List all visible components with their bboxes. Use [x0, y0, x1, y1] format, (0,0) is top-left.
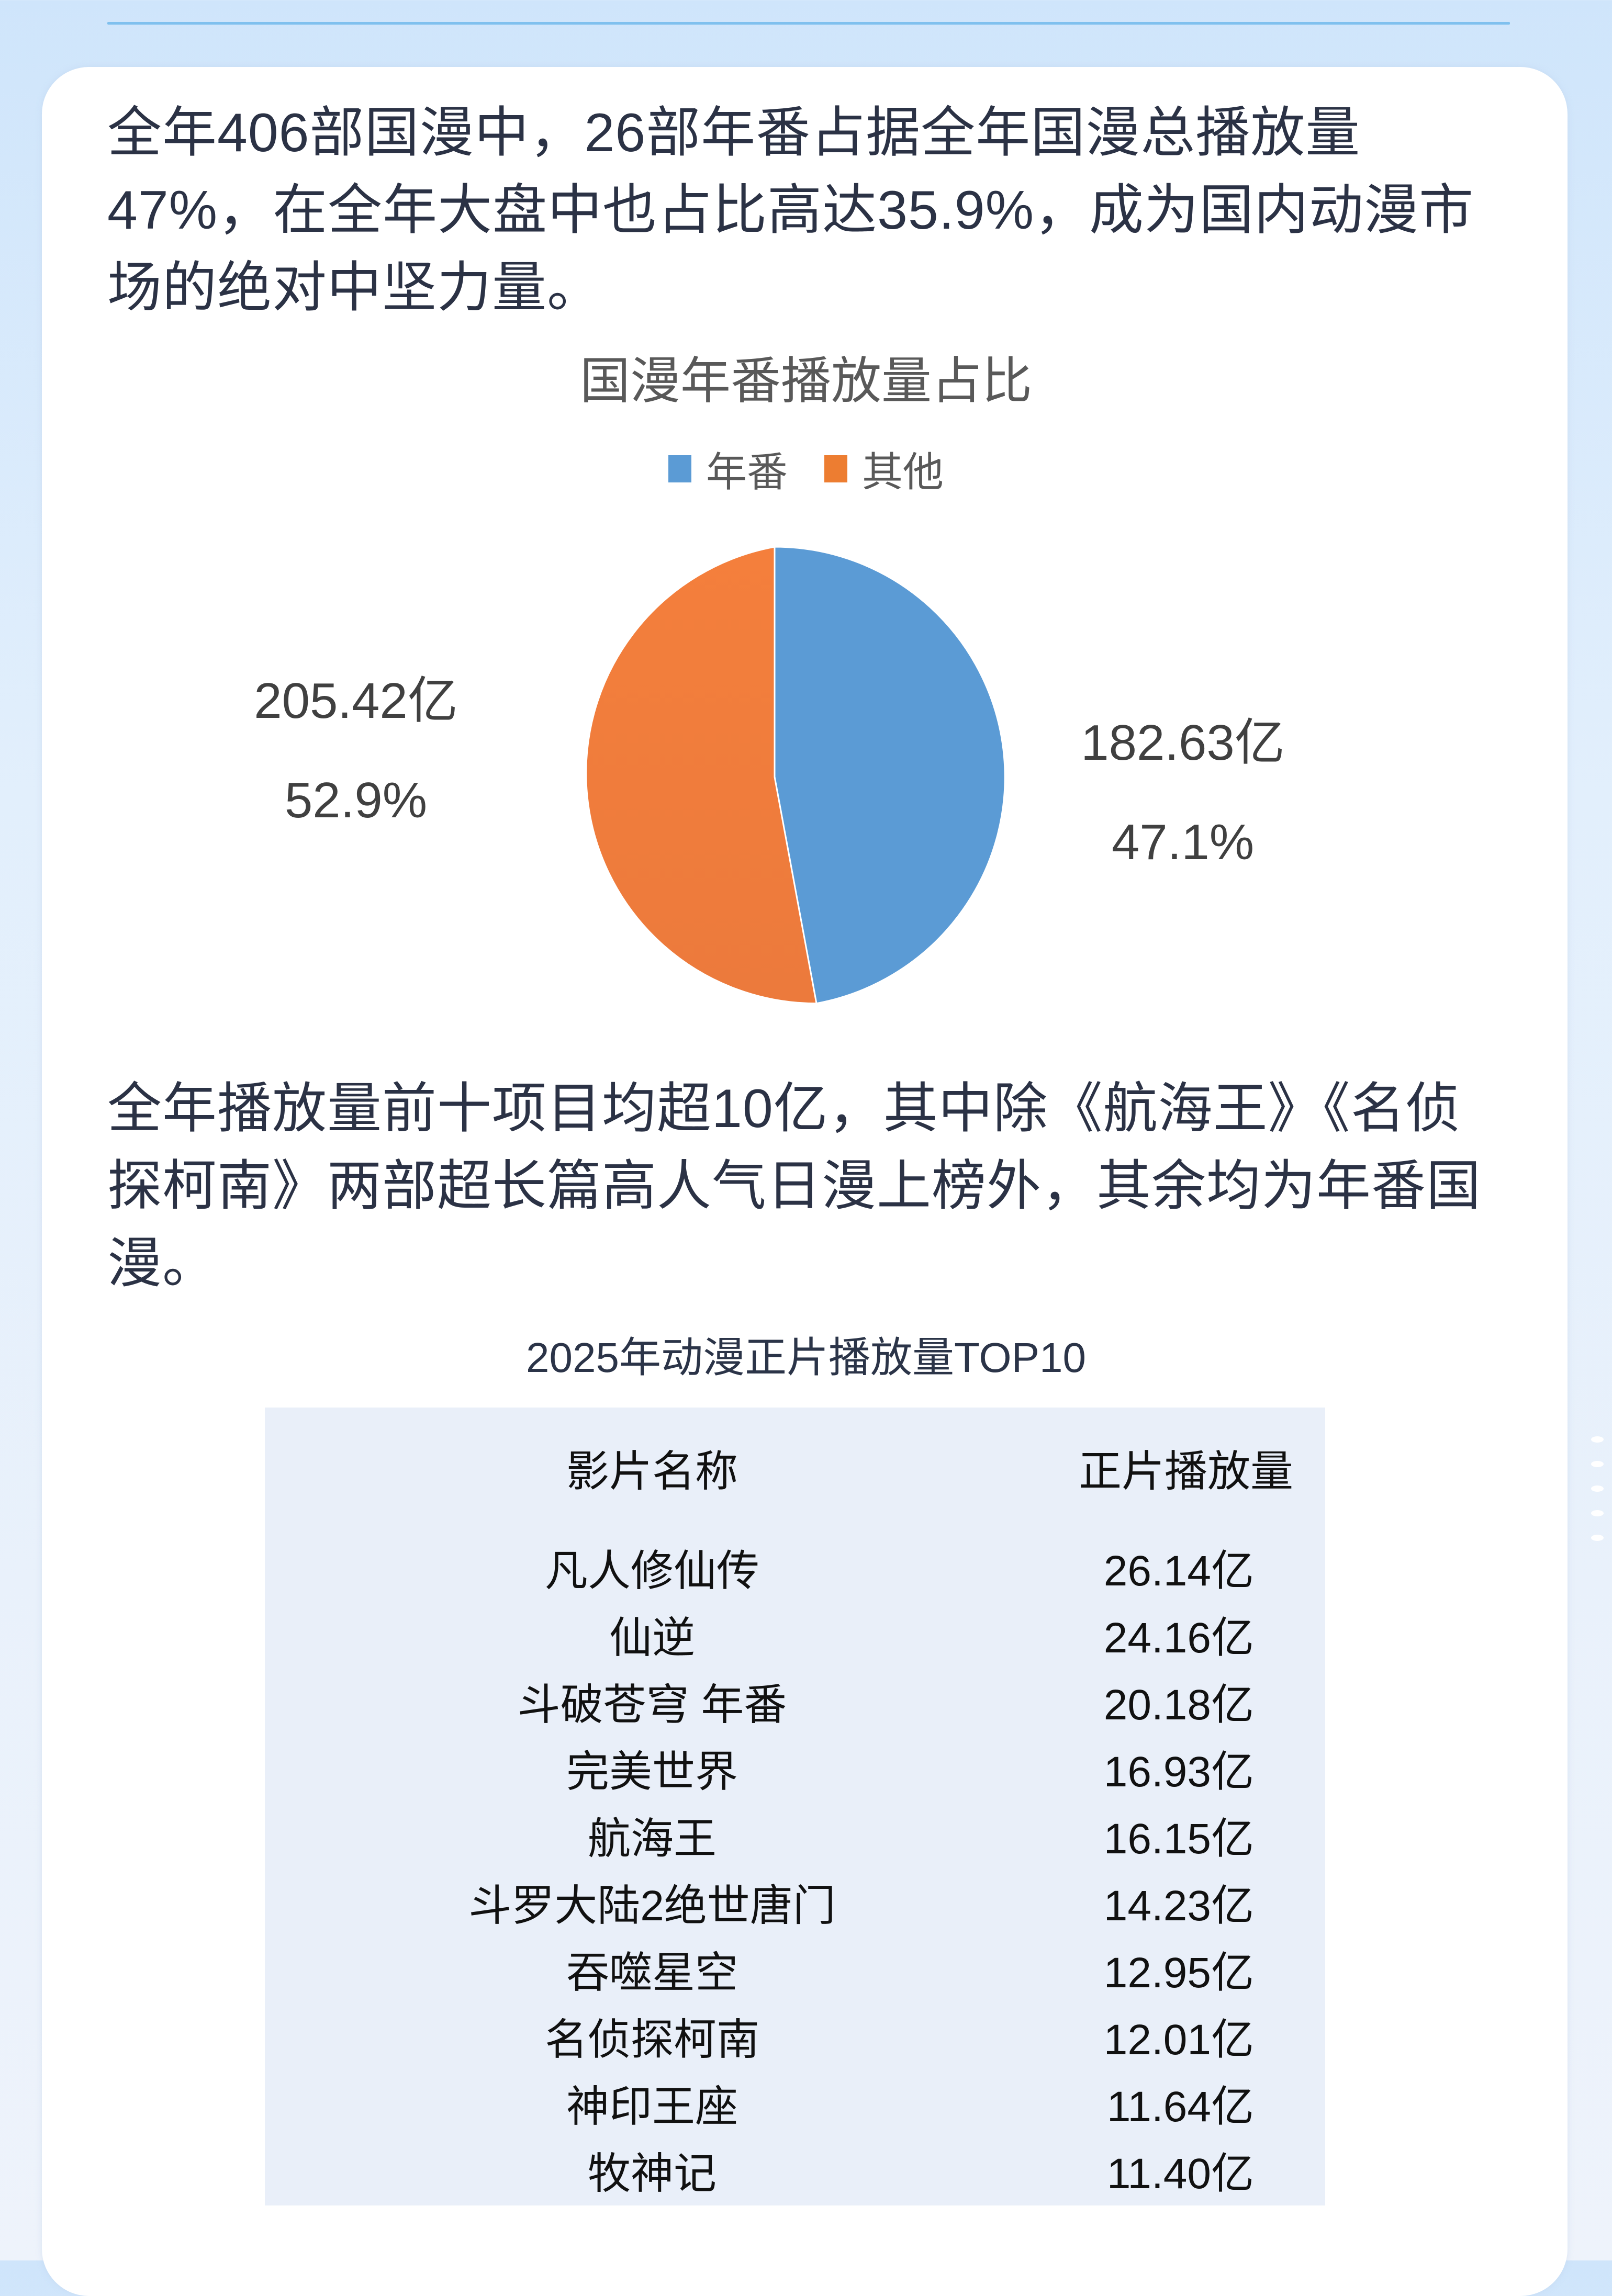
row-name: 神印王座: [566, 2083, 738, 2131]
legend-label: 其他: [862, 449, 944, 495]
legend-item-other: 其他: [824, 440, 944, 498]
pie-chart: [544, 546, 1006, 1007]
nianfan-value: 182.63亿: [1081, 715, 1285, 771]
table-row: 斗罗大陆2绝世唐门 14.23亿: [265, 1868, 1325, 1935]
pie-label-nianfan: 182.63亿 47.1%: [1042, 693, 1324, 892]
other-percent: 52.9%: [284, 772, 428, 828]
table-row: 完美世界 16.93亿: [265, 1734, 1325, 1801]
row-value: 16.15亿: [1103, 1815, 1254, 1863]
row-value: 12.95亿: [1103, 1949, 1254, 1997]
header-plays: 正片播放量: [1078, 1447, 1293, 1495]
row-name: 牧神记: [587, 2149, 717, 2198]
row-name: 航海王: [587, 1815, 717, 1863]
table-row: 仙逆 24.16亿: [265, 1600, 1325, 1667]
row-name: 名侦探柯南: [544, 2016, 759, 2064]
row-name: 斗罗大陆2绝世唐门: [468, 1882, 836, 1930]
top10-table: 影片名称 正片播放量 凡人修仙传 26.14亿 仙逆 24.16亿 斗破苍穹 年…: [265, 1408, 1325, 2205]
pie-slice-nianfan: [774, 546, 1006, 1005]
legend-label: 年番: [706, 449, 788, 495]
row-name: 斗破苍穹 年番: [517, 1681, 787, 1729]
table-row: 牧神记 11.40亿: [265, 2136, 1325, 2203]
row-value: 11.64亿: [1106, 2083, 1254, 2131]
row-value: 24.16亿: [1103, 1614, 1254, 1662]
table-row: 航海王 16.15亿: [265, 1801, 1325, 1868]
nianfan-percent: 47.1%: [1111, 814, 1255, 870]
legend-swatch-blue-icon: [668, 455, 691, 482]
row-name: 吞噬星空: [566, 1949, 738, 1997]
pie-slice-other: [585, 546, 818, 1005]
row-value: 26.14亿: [1103, 1547, 1254, 1595]
top10-paragraph: 全年播放量前十项目均超10亿，其中除《航海王》《名侦探柯南》两部超长篇高人气日漫…: [107, 1078, 1482, 1294]
intro-paragraph: 全年406部国漫中，26部年番占据全年国漫总播放量47%，在全年大盘中也占比高达…: [107, 103, 1474, 318]
pie-chart-title: 国漫年番播放量占比: [580, 353, 1032, 409]
pie-legend: 年番 其他: [0, 440, 1612, 498]
table-row: 凡人修仙传 26.14亿: [265, 1533, 1325, 1600]
header-title: 影片名称: [566, 1447, 738, 1495]
row-name: 仙逆: [609, 1614, 695, 1662]
other-value: 205.42亿: [254, 673, 458, 729]
table-title: 2025年动漫正片播放量TOP10: [526, 1334, 1086, 1381]
row-value: 14.23亿: [1103, 1882, 1254, 1930]
row-value: 12.01亿: [1103, 2016, 1254, 2064]
table-header-row: 影片名称 正片播放量: [265, 1434, 1325, 1501]
legend-item-nianfan: 年番: [668, 440, 788, 498]
pie-label-other: 205.42亿 52.9%: [220, 651, 492, 850]
table-row: 吞噬星空 12.95亿: [265, 1935, 1325, 2002]
table-row: 神印王座 11.64亿: [265, 2069, 1325, 2136]
legend-swatch-orange-icon: [824, 455, 847, 482]
row-value: 20.18亿: [1103, 1681, 1254, 1729]
row-value: 11.40亿: [1106, 2149, 1254, 2198]
side-dots-decoration: [1591, 1436, 1607, 1559]
table-row: 名侦探柯南 12.01亿: [265, 2002, 1325, 2069]
table-row: 斗破苍穹 年番 20.18亿: [265, 1667, 1325, 1734]
row-value: 16.93亿: [1103, 1748, 1254, 1796]
row-name: 凡人修仙传: [544, 1547, 759, 1595]
row-name: 完美世界: [566, 1748, 738, 1796]
top-divider: [107, 22, 1510, 25]
